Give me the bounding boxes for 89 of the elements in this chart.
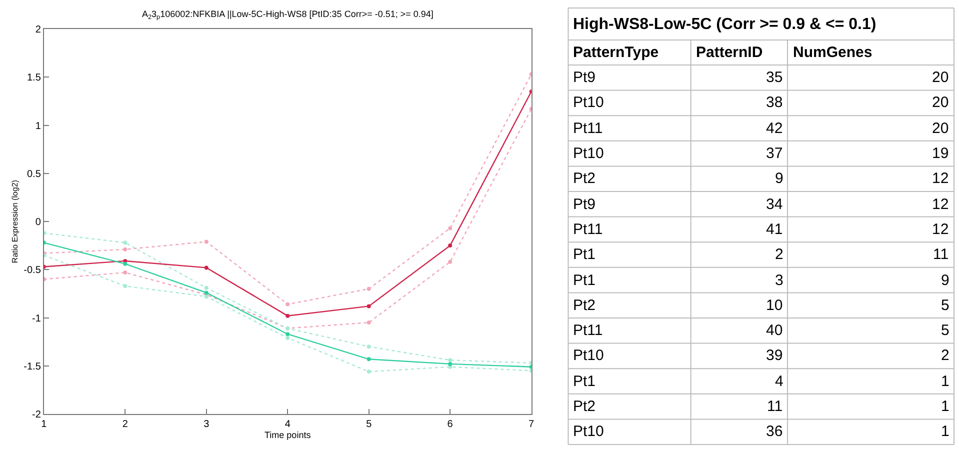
text: 11 — [933, 246, 949, 263]
category-label: Pt2 — [573, 297, 596, 314]
text: 20 — [932, 94, 949, 111]
text: 40 — [766, 322, 783, 339]
text: 12 — [932, 170, 949, 187]
category-label: Pt10 — [573, 145, 604, 162]
y-axis-title: Ratio Expression (log2) — [10, 180, 20, 264]
point — [286, 336, 290, 340]
text: 1 — [941, 373, 950, 390]
category-label: Pt11 — [573, 120, 603, 137]
category-label: PatternType — [573, 44, 659, 61]
point — [123, 270, 128, 275]
category-label: Pt10 — [573, 94, 604, 111]
point — [123, 247, 128, 252]
text: 42 — [766, 120, 783, 137]
point — [204, 240, 208, 244]
text: 35 — [766, 69, 783, 86]
point — [366, 357, 371, 362]
y-tick-label: 1 — [35, 120, 42, 132]
y-tick-label: -2 — [32, 410, 42, 420]
point — [204, 266, 208, 270]
text: 41 — [766, 221, 783, 238]
x-tick-label: 4 — [284, 419, 291, 430]
point — [123, 262, 128, 266]
point — [123, 284, 128, 288]
text: 20 — [932, 120, 949, 137]
text: 12 — [932, 196, 949, 213]
point — [366, 304, 371, 308]
text: 34 — [766, 196, 783, 213]
x-axis-title: Time points — [264, 430, 312, 440]
text: 5 — [941, 322, 950, 339]
point — [448, 358, 452, 362]
text: 2 — [775, 246, 784, 263]
category-label: Pt2 — [573, 170, 596, 187]
y-tick-label: -0.5 — [24, 265, 42, 276]
text: High-WS8-Low-5C (Corr >= 0.9 & <= 0.1) — [573, 16, 876, 33]
category-label: Pt1 — [573, 272, 596, 289]
point — [366, 286, 371, 291]
category-label: Pt11 — [573, 322, 603, 339]
category-label: Pt10 — [573, 347, 604, 364]
point — [448, 226, 452, 230]
text: 9 — [775, 170, 784, 187]
y-tick-label: 1.5 — [26, 72, 42, 84]
text: 10 — [766, 297, 783, 314]
point — [286, 332, 290, 336]
category-label: Pt11 — [573, 221, 603, 238]
category-label: Pt1 — [573, 373, 596, 390]
text: 19 — [932, 145, 949, 162]
text: 9 — [941, 272, 950, 289]
category-label: PatternID — [696, 44, 763, 61]
y-tick-label: 0 — [35, 217, 42, 228]
category-label: Pt10 — [573, 423, 604, 440]
x-tick-label: 7 — [528, 419, 535, 430]
y-tick-label: -1 — [32, 313, 42, 324]
y-tick-label: 0.5 — [26, 168, 42, 180]
x-tick-label: 6 — [447, 419, 454, 430]
point — [448, 362, 452, 366]
x-tick-label: 2 — [122, 419, 128, 430]
point — [448, 260, 452, 264]
point — [123, 240, 128, 245]
point — [286, 302, 290, 306]
text: 11 — [767, 398, 783, 415]
y-tick-label: 2 — [35, 24, 42, 36]
category-label: NumGenes — [793, 44, 872, 61]
point — [366, 370, 371, 374]
text: 38 — [766, 94, 783, 111]
category-label: Pt9 — [573, 196, 596, 213]
category-label: Pt1 — [573, 246, 596, 263]
x-tick-label: 5 — [366, 419, 372, 430]
point — [366, 344, 371, 349]
y-tick-label: -1.5 — [24, 361, 42, 372]
x-tick-label: 3 — [204, 419, 210, 430]
text: 37 — [766, 145, 783, 162]
point — [204, 286, 208, 290]
text: 5 — [941, 297, 950, 314]
category-label: Pt2 — [573, 398, 596, 415]
point — [286, 314, 290, 318]
text: 12 — [932, 221, 949, 238]
text: 4 — [775, 373, 784, 390]
text: 20 — [932, 69, 949, 86]
chart-title: A$_{2}$3$_{p}$106002:NFKBIA ||Low-5C-High-WS8 [PtID:35 Corr>= -0.51; >= 0.94] — [142, 9, 434, 21]
text: 2 — [941, 347, 950, 364]
text: 3 — [775, 272, 784, 289]
point — [366, 320, 371, 325]
text: 1 — [941, 398, 950, 415]
category-label: Pt9 — [573, 69, 596, 86]
text: 36 — [766, 423, 783, 440]
point — [448, 244, 452, 248]
text: 39 — [766, 347, 783, 364]
